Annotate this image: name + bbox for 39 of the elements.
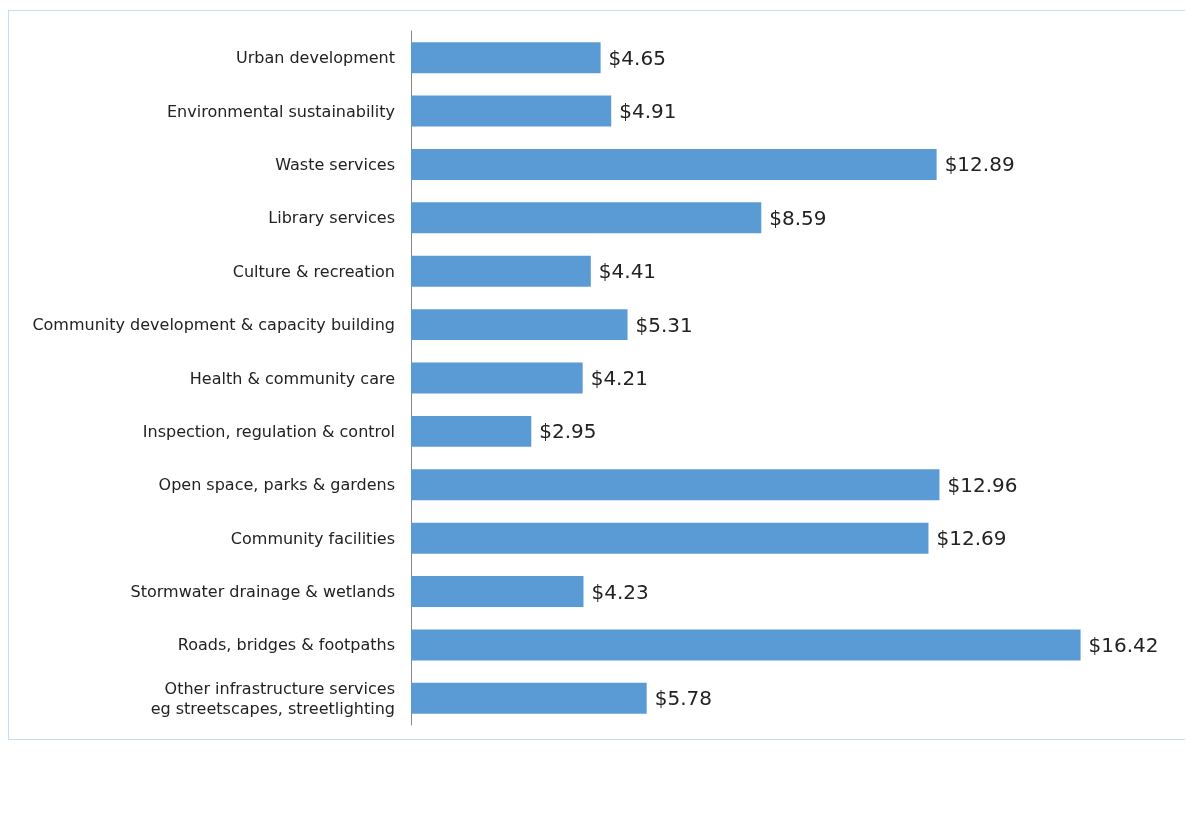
y-tick-label: Stormwater drainage & wetlands xyxy=(130,582,395,602)
bar xyxy=(411,682,647,714)
y-tick-label: Other infrastructure services eg streetscapes, streetlighting xyxy=(150,678,395,718)
data-label: $5.31 xyxy=(635,312,693,337)
y-tick-label: Urban development xyxy=(235,48,395,68)
data-label: $12.89 xyxy=(944,152,1015,177)
y-tick-label: Open space, parks & gardens xyxy=(158,475,395,495)
y-tick-label: Culture & recreation xyxy=(232,261,395,281)
data-label: $8.59 xyxy=(769,205,827,230)
bar xyxy=(411,522,929,554)
bar xyxy=(411,42,601,74)
data-label: $4.41 xyxy=(598,259,657,284)
y-tick-label: Health & community care xyxy=(189,368,395,388)
data-label: $4.65 xyxy=(608,45,666,70)
data-label: $16.42 xyxy=(1088,632,1159,657)
data-label: $2.95 xyxy=(539,419,597,444)
y-tick-label: Community development & capacity building xyxy=(32,315,395,335)
bar xyxy=(411,202,762,234)
bar xyxy=(411,255,591,287)
y-tick-label: Waste services xyxy=(275,154,395,174)
data-label: $4.23 xyxy=(591,579,649,604)
y-tick-label: Library services xyxy=(268,208,395,228)
bar xyxy=(411,95,612,127)
data-label: $4.21 xyxy=(590,366,648,390)
y-tick-label: Environmental sustainability xyxy=(166,101,395,121)
bar xyxy=(411,148,937,180)
data-label: $12.69 xyxy=(936,526,1007,551)
data-label: $5.78 xyxy=(654,686,712,711)
y-tick-label: Community facilities xyxy=(230,528,395,548)
bar xyxy=(411,629,1081,661)
bar xyxy=(411,469,940,501)
y-tick-label: Inspection, regulation & control xyxy=(142,421,395,441)
bar xyxy=(411,362,583,394)
data-label: $12.96 xyxy=(947,472,1018,497)
data-label: $4.91 xyxy=(619,99,677,124)
bar xyxy=(411,415,532,447)
bar xyxy=(411,576,584,608)
y-tick-label: Roads, bridges & footpaths xyxy=(177,635,395,655)
bar xyxy=(411,309,628,341)
